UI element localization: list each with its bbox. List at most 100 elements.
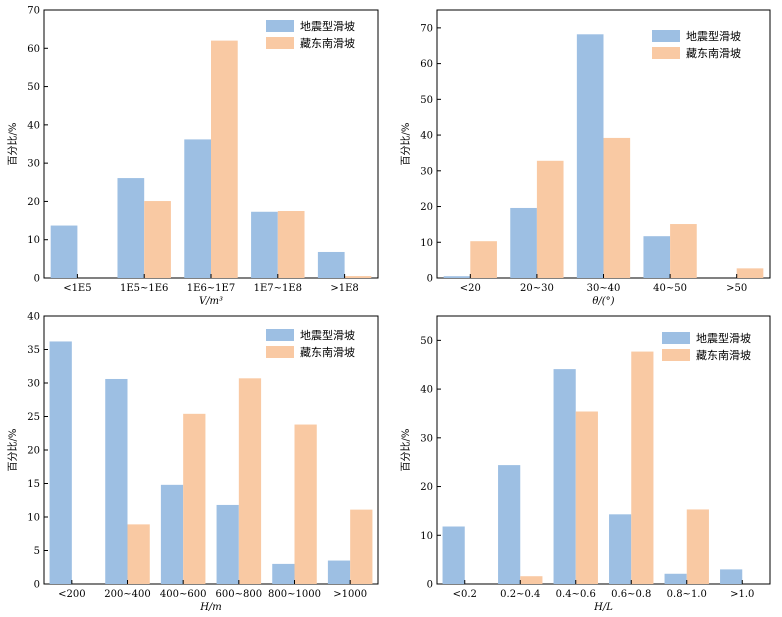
x-tick-label: 200~400 — [104, 589, 151, 600]
bar-series2-5 — [736, 268, 764, 278]
x-tick-label: >1.0 — [730, 589, 754, 600]
bar-series1-3 — [576, 34, 604, 278]
y-tick-label: 30 — [27, 379, 40, 390]
plot-frame — [436, 315, 771, 585]
y-tick-label: 10 — [420, 238, 433, 249]
bar-series2-4 — [631, 351, 654, 584]
y-tick-label: 25 — [27, 412, 40, 423]
x-axis-label: H/m — [199, 602, 222, 613]
bar-series1-6 — [720, 569, 743, 584]
bar-series2-2 — [144, 201, 171, 278]
bar-series2-4 — [277, 211, 305, 278]
y-axis-label: 百分比/% — [400, 123, 412, 166]
y-tick-label: 30 — [420, 433, 433, 444]
x-tick-label: 20~30 — [520, 283, 554, 294]
y-tick-label: 15 — [27, 479, 40, 490]
x-axis-label: V/m³ — [199, 296, 223, 307]
x-tick-label: 0.4~0.6 — [556, 589, 596, 600]
y-tick-label: 70 — [420, 23, 433, 34]
bar-series1-4 — [216, 504, 239, 584]
legend-swatch-1 — [652, 30, 680, 42]
y-tick-label: 10 — [420, 531, 433, 542]
legend-label-2: 藏东南滑坡 — [300, 37, 355, 50]
legend-swatch-2 — [266, 37, 294, 49]
y-tick-label: 70 — [27, 6, 40, 17]
bar-series1-1 — [49, 341, 72, 584]
x-tick-label: 30~40 — [587, 283, 621, 294]
x-tick-label: 400~600 — [160, 589, 207, 600]
legend-swatch-1 — [662, 332, 690, 344]
legend-swatch-2 — [662, 349, 690, 361]
bar-series2-3 — [603, 137, 631, 278]
y-tick-label: 20 — [27, 446, 40, 457]
y-tick-label: 0 — [34, 274, 40, 285]
x-tick-label: <0.2 — [453, 589, 477, 600]
chart-panel-2: 0 10 20 30 40 50 60 70 <20 20~30 30~40 40~50 >50 θ/(°… — [400, 9, 771, 307]
bar-series1-2 — [105, 378, 128, 584]
bar-series1-1 — [442, 526, 465, 584]
y-tick-label: 20 — [420, 202, 433, 213]
bar-series1-5 — [272, 563, 295, 584]
bar-series2-4 — [670, 224, 697, 278]
bar-series2-3 — [575, 411, 598, 584]
x-tick-label: 1E7~1E8 — [254, 283, 302, 294]
x-axis-label: H/L — [593, 602, 613, 613]
bar-series1-1 — [50, 225, 78, 278]
y-tick-label: 40 — [27, 120, 40, 131]
chart-panel-3: 0 5 10 15 20 25 30 35 40 <200 200~400 400~600 600~80… — [7, 312, 379, 613]
x-tick-label: <200 — [58, 589, 85, 600]
y-tick-label: 20 — [420, 482, 433, 493]
legend-label-1: 地震型滑坡 — [300, 19, 355, 33]
y-tick-label: 40 — [420, 385, 433, 396]
bar-series2-5 — [344, 276, 372, 278]
y-tick-label: 40 — [27, 312, 40, 323]
legend-label-2: 藏东南滑坡 — [696, 349, 751, 362]
y-tick-label: 20 — [27, 197, 40, 208]
bar-series1-2 — [510, 207, 537, 278]
bar-series1-2 — [498, 465, 521, 584]
bar-series2-3 — [211, 40, 238, 278]
bar-series1-6 — [327, 560, 351, 584]
y-tick-label: 0 — [34, 580, 40, 591]
x-tick-label: 800~1000 — [268, 589, 321, 600]
x-tick-label: 600~800 — [216, 589, 263, 600]
bar-series1-3 — [160, 484, 184, 584]
y-tick-label: 10 — [27, 235, 40, 246]
x-tick-label: 0.6~0.8 — [611, 589, 651, 600]
y-tick-label: 10 — [27, 513, 40, 524]
y-tick-label: 50 — [27, 82, 40, 93]
bar-series1-2 — [117, 178, 145, 278]
legend-swatch-2 — [652, 47, 680, 59]
y-axis-label: 百分比/% — [7, 429, 19, 472]
x-tick-label: 0.8~1.0 — [667, 589, 707, 600]
x-tick-label: 1E6~1E7 — [187, 283, 235, 294]
y-tick-label: 60 — [420, 59, 433, 70]
bar-series2-1 — [470, 241, 497, 278]
chart-panel-1: 0 10 20 30 40 50 60 70 <1E5 1E5~1E6 1E6~1E7 1E7~1E8… — [7, 6, 379, 307]
chart-panel-4: 0 10 20 30 40 50 <0.2 0.2~0.4 0.4~0.6 0.6~0.8 0.8~… — [400, 315, 771, 613]
bar-series1-1 — [443, 276, 471, 278]
bar-series1-3 — [184, 139, 211, 278]
y-tick-label: 40 — [420, 131, 433, 142]
legend-label-1: 地震型滑坡 — [300, 328, 355, 342]
legend-swatch-1 — [266, 20, 294, 32]
y-tick-label: 5 — [34, 546, 40, 557]
bar-series2-6 — [350, 509, 373, 584]
y-tick-label: 0 — [427, 580, 433, 591]
bar-series1-4 — [609, 514, 632, 584]
x-tick-label: <1E5 — [63, 283, 91, 294]
y-tick-label: 50 — [420, 95, 433, 106]
legend-label-2: 藏东南滑坡 — [686, 47, 741, 60]
x-tick-label: <20 — [460, 283, 481, 294]
bar-series2-5 — [294, 424, 317, 584]
bar-series2-2 — [536, 160, 564, 278]
legend-swatch-2 — [266, 346, 294, 358]
y-tick-label: 50 — [420, 336, 433, 347]
bar-series2-5 — [686, 509, 709, 584]
legend-swatch-1 — [266, 329, 294, 341]
bar-series1-4 — [251, 211, 278, 278]
y-axis-label: 百分比/% — [7, 123, 19, 166]
x-axis-label: θ/(°) — [592, 296, 614, 307]
x-tick-label: >1000 — [333, 589, 367, 600]
bar-series1-5 — [664, 573, 687, 584]
